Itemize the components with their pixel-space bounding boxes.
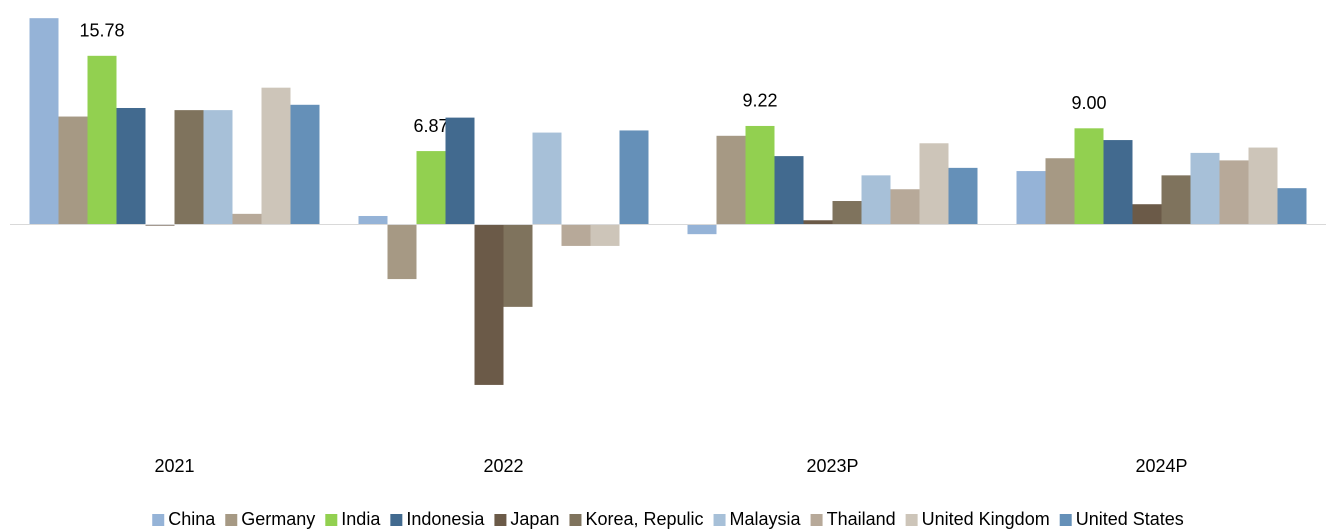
bar xyxy=(387,224,417,280)
legend-label: United Kingdom xyxy=(922,509,1050,529)
legend: China Germany India Indonesia Japan Korea, Re… xyxy=(152,509,1184,529)
bar xyxy=(1016,171,1046,225)
legend-label: Indonesia xyxy=(406,509,485,529)
bar xyxy=(890,189,920,225)
data-label: 9.22 xyxy=(742,91,777,111)
legend-swatch xyxy=(905,514,918,526)
bar xyxy=(416,151,446,225)
bar xyxy=(590,224,620,246)
legend-label: Thailand xyxy=(827,509,896,529)
bar xyxy=(561,224,591,246)
bar xyxy=(290,104,320,225)
legend-swatch xyxy=(569,514,582,526)
x-tick-label: 2024P xyxy=(1135,456,1187,476)
bar xyxy=(203,110,233,225)
bar xyxy=(116,107,146,225)
bar xyxy=(87,55,117,225)
data-label: 9.00 xyxy=(1071,93,1106,113)
bar xyxy=(716,135,746,225)
bar xyxy=(1103,140,1133,225)
data-label: 6.87 xyxy=(413,116,448,136)
legend-label: Korea, Repulic xyxy=(585,509,703,529)
bar xyxy=(532,132,562,225)
bar xyxy=(145,224,175,226)
bar xyxy=(1074,128,1104,225)
bar xyxy=(1161,175,1191,225)
bar xyxy=(261,87,291,225)
legend-swatch xyxy=(325,514,338,526)
bar xyxy=(503,224,533,307)
bar xyxy=(861,175,891,225)
bar xyxy=(745,125,775,225)
bar xyxy=(919,143,949,225)
bar xyxy=(58,116,88,225)
bar xyxy=(619,130,649,225)
legend-swatch xyxy=(810,514,823,526)
legend-label: Malaysia xyxy=(730,509,802,529)
x-tick-label: 2021 xyxy=(154,456,194,476)
bar xyxy=(1132,204,1162,225)
bar xyxy=(1045,158,1075,225)
legend-label: China xyxy=(168,509,216,529)
bar xyxy=(832,201,862,225)
legend-swatch xyxy=(225,514,238,526)
bar xyxy=(358,215,388,225)
bar xyxy=(803,220,833,225)
bar xyxy=(1190,152,1220,225)
x-tick-label: 2023P xyxy=(806,456,858,476)
legend-label: United States xyxy=(1076,509,1184,529)
bar xyxy=(774,156,804,225)
x-tick-label: 2022 xyxy=(483,456,523,476)
bar xyxy=(232,213,262,225)
legend-swatch xyxy=(494,514,507,526)
legend-swatch xyxy=(390,514,403,526)
bar xyxy=(474,224,504,385)
legend-swatch xyxy=(713,514,726,526)
bar xyxy=(29,18,59,225)
legend-label: India xyxy=(341,509,381,529)
legend-label: Germany xyxy=(241,509,315,529)
data-label: 15.78 xyxy=(79,21,124,41)
bar xyxy=(948,167,978,225)
bar xyxy=(1219,160,1249,225)
bar xyxy=(174,110,204,225)
bar xyxy=(1277,188,1307,225)
bar xyxy=(1248,147,1278,225)
bar xyxy=(687,224,717,235)
bar xyxy=(445,117,475,225)
legend-label: Japan xyxy=(510,509,559,529)
legend-swatch xyxy=(152,514,165,526)
legend-swatch xyxy=(1059,514,1072,526)
